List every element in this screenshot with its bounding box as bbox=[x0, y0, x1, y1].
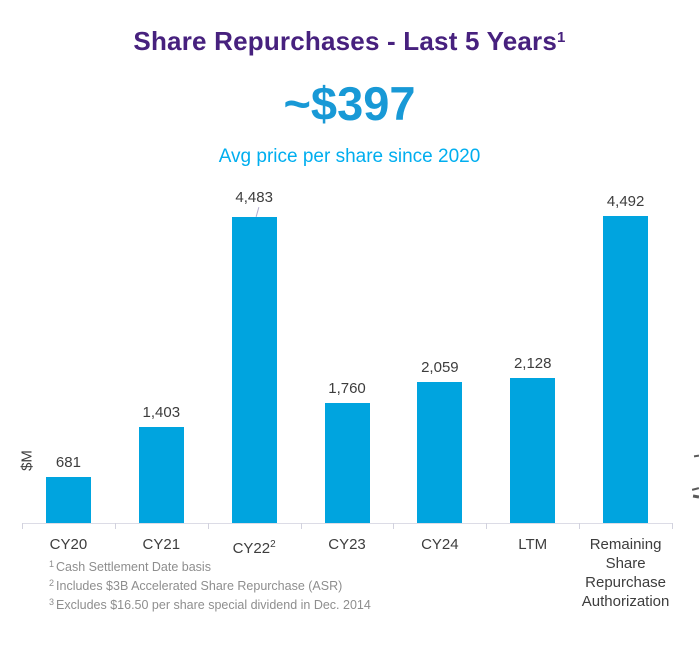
footnote-2: 2 Includes $3B Accelerated Share Repurcha… bbox=[49, 575, 371, 594]
bar-value-label: 2,059 bbox=[421, 359, 459, 377]
footnote-2-text: Includes $3B Accelerated Share Repurchas… bbox=[56, 579, 343, 593]
bar-value-label: 2,128 bbox=[513, 354, 552, 372]
bar bbox=[324, 402, 370, 523]
page-title-superscript: 1 bbox=[557, 29, 566, 46]
x-axis-label: CY21 bbox=[115, 535, 208, 611]
bar-chart-plot-area: 681 1,403 4,483 1,760 2,059 2,128 4,492 bbox=[22, 186, 672, 523]
x-axis-label-text: CY24 bbox=[421, 536, 459, 553]
x-axis-label-superscript: 2 bbox=[270, 539, 276, 550]
x-axis-label: CY24 bbox=[393, 535, 486, 611]
x-axis-label: CY20 bbox=[22, 535, 115, 611]
bar bbox=[231, 216, 277, 523]
x-axis-tick bbox=[22, 523, 23, 529]
highlight-caption: Avg price per share since 2020 bbox=[218, 146, 481, 167]
footnote-2-superscript: 2 bbox=[49, 578, 55, 588]
bar-column: 4,492 bbox=[579, 186, 672, 523]
x-axis-tick bbox=[672, 523, 673, 529]
x-axis-line bbox=[22, 523, 672, 524]
bar-value-label: 1,403 bbox=[142, 404, 181, 422]
x-axis-category-labels: CY20 CY21 CY222 CY23 CY24 LTM Remaining Share … bbox=[22, 535, 672, 611]
x-axis-label-text: LTM bbox=[518, 536, 548, 553]
x-axis-label: CY23 bbox=[301, 535, 394, 611]
clipped-edge-text-fragment bbox=[691, 487, 699, 491]
x-axis-label-text: CY23 bbox=[328, 536, 366, 553]
bar-value-label: 4,483 bbox=[235, 188, 273, 206]
bar-column: 681 bbox=[22, 186, 115, 523]
x-axis-label-text: Remaining Share Repurchase Authorization bbox=[581, 536, 670, 610]
x-axis-label: Remaining Share Repurchase Authorization bbox=[579, 535, 672, 611]
y-axis-unit-label: $M bbox=[18, 450, 36, 471]
footnote-1-text: Cash Settlement Date basis bbox=[56, 560, 211, 574]
highlight-value: ~$397 bbox=[283, 77, 416, 130]
page-title-text: Share Repurchases - Last 5 Years bbox=[133, 26, 558, 56]
x-axis-label: CY222 bbox=[208, 535, 301, 611]
footnote-3: 3 Excludes $16.50 per share special divid… bbox=[49, 594, 371, 613]
footnotes: 1 Cash Settlement Date basis 2 Includes $3… bbox=[49, 556, 371, 613]
footnote-1: 1 Cash Settlement Date basis bbox=[49, 556, 371, 575]
bar-column: 4,483 bbox=[208, 186, 301, 523]
clipped-edge-text-fragment bbox=[692, 494, 699, 499]
x-axis-tick bbox=[207, 523, 209, 529]
bar bbox=[45, 476, 91, 523]
x-axis-tick bbox=[300, 523, 302, 529]
x-axis-tick bbox=[393, 523, 395, 529]
bar bbox=[510, 377, 556, 523]
x-axis-label-text: CY22 bbox=[232, 540, 271, 557]
bar-value-label: 1,760 bbox=[328, 379, 366, 397]
x-axis-label-text: CY21 bbox=[142, 536, 181, 553]
label-leader-line bbox=[255, 206, 259, 217]
clipped-edge-text-fragment bbox=[693, 454, 699, 458]
footnote-3-superscript: 3 bbox=[49, 597, 55, 607]
bar-value-label: 681 bbox=[55, 453, 81, 471]
page-title: Share Repurchases - Last 5 Years1 bbox=[0, 26, 699, 57]
bar bbox=[417, 382, 463, 523]
x-axis-tick bbox=[114, 523, 116, 529]
bar bbox=[603, 216, 649, 523]
x-axis-label-text: CY20 bbox=[49, 536, 88, 553]
bar-column: 2,128 bbox=[486, 186, 579, 523]
x-axis-tick bbox=[579, 523, 581, 529]
bar-value-label: 4,492 bbox=[606, 193, 645, 210]
x-axis-tick bbox=[486, 523, 488, 529]
footnote-3-text: Excludes $16.50 per share special divide… bbox=[56, 598, 371, 612]
bar-column: 1,403 bbox=[115, 186, 208, 523]
bar-column: 1,760 bbox=[301, 186, 394, 523]
footnote-1-superscript: 1 bbox=[49, 559, 55, 569]
x-axis-label: LTM bbox=[486, 535, 579, 611]
bar bbox=[138, 427, 184, 523]
bar-column: 2,059 bbox=[393, 186, 486, 523]
